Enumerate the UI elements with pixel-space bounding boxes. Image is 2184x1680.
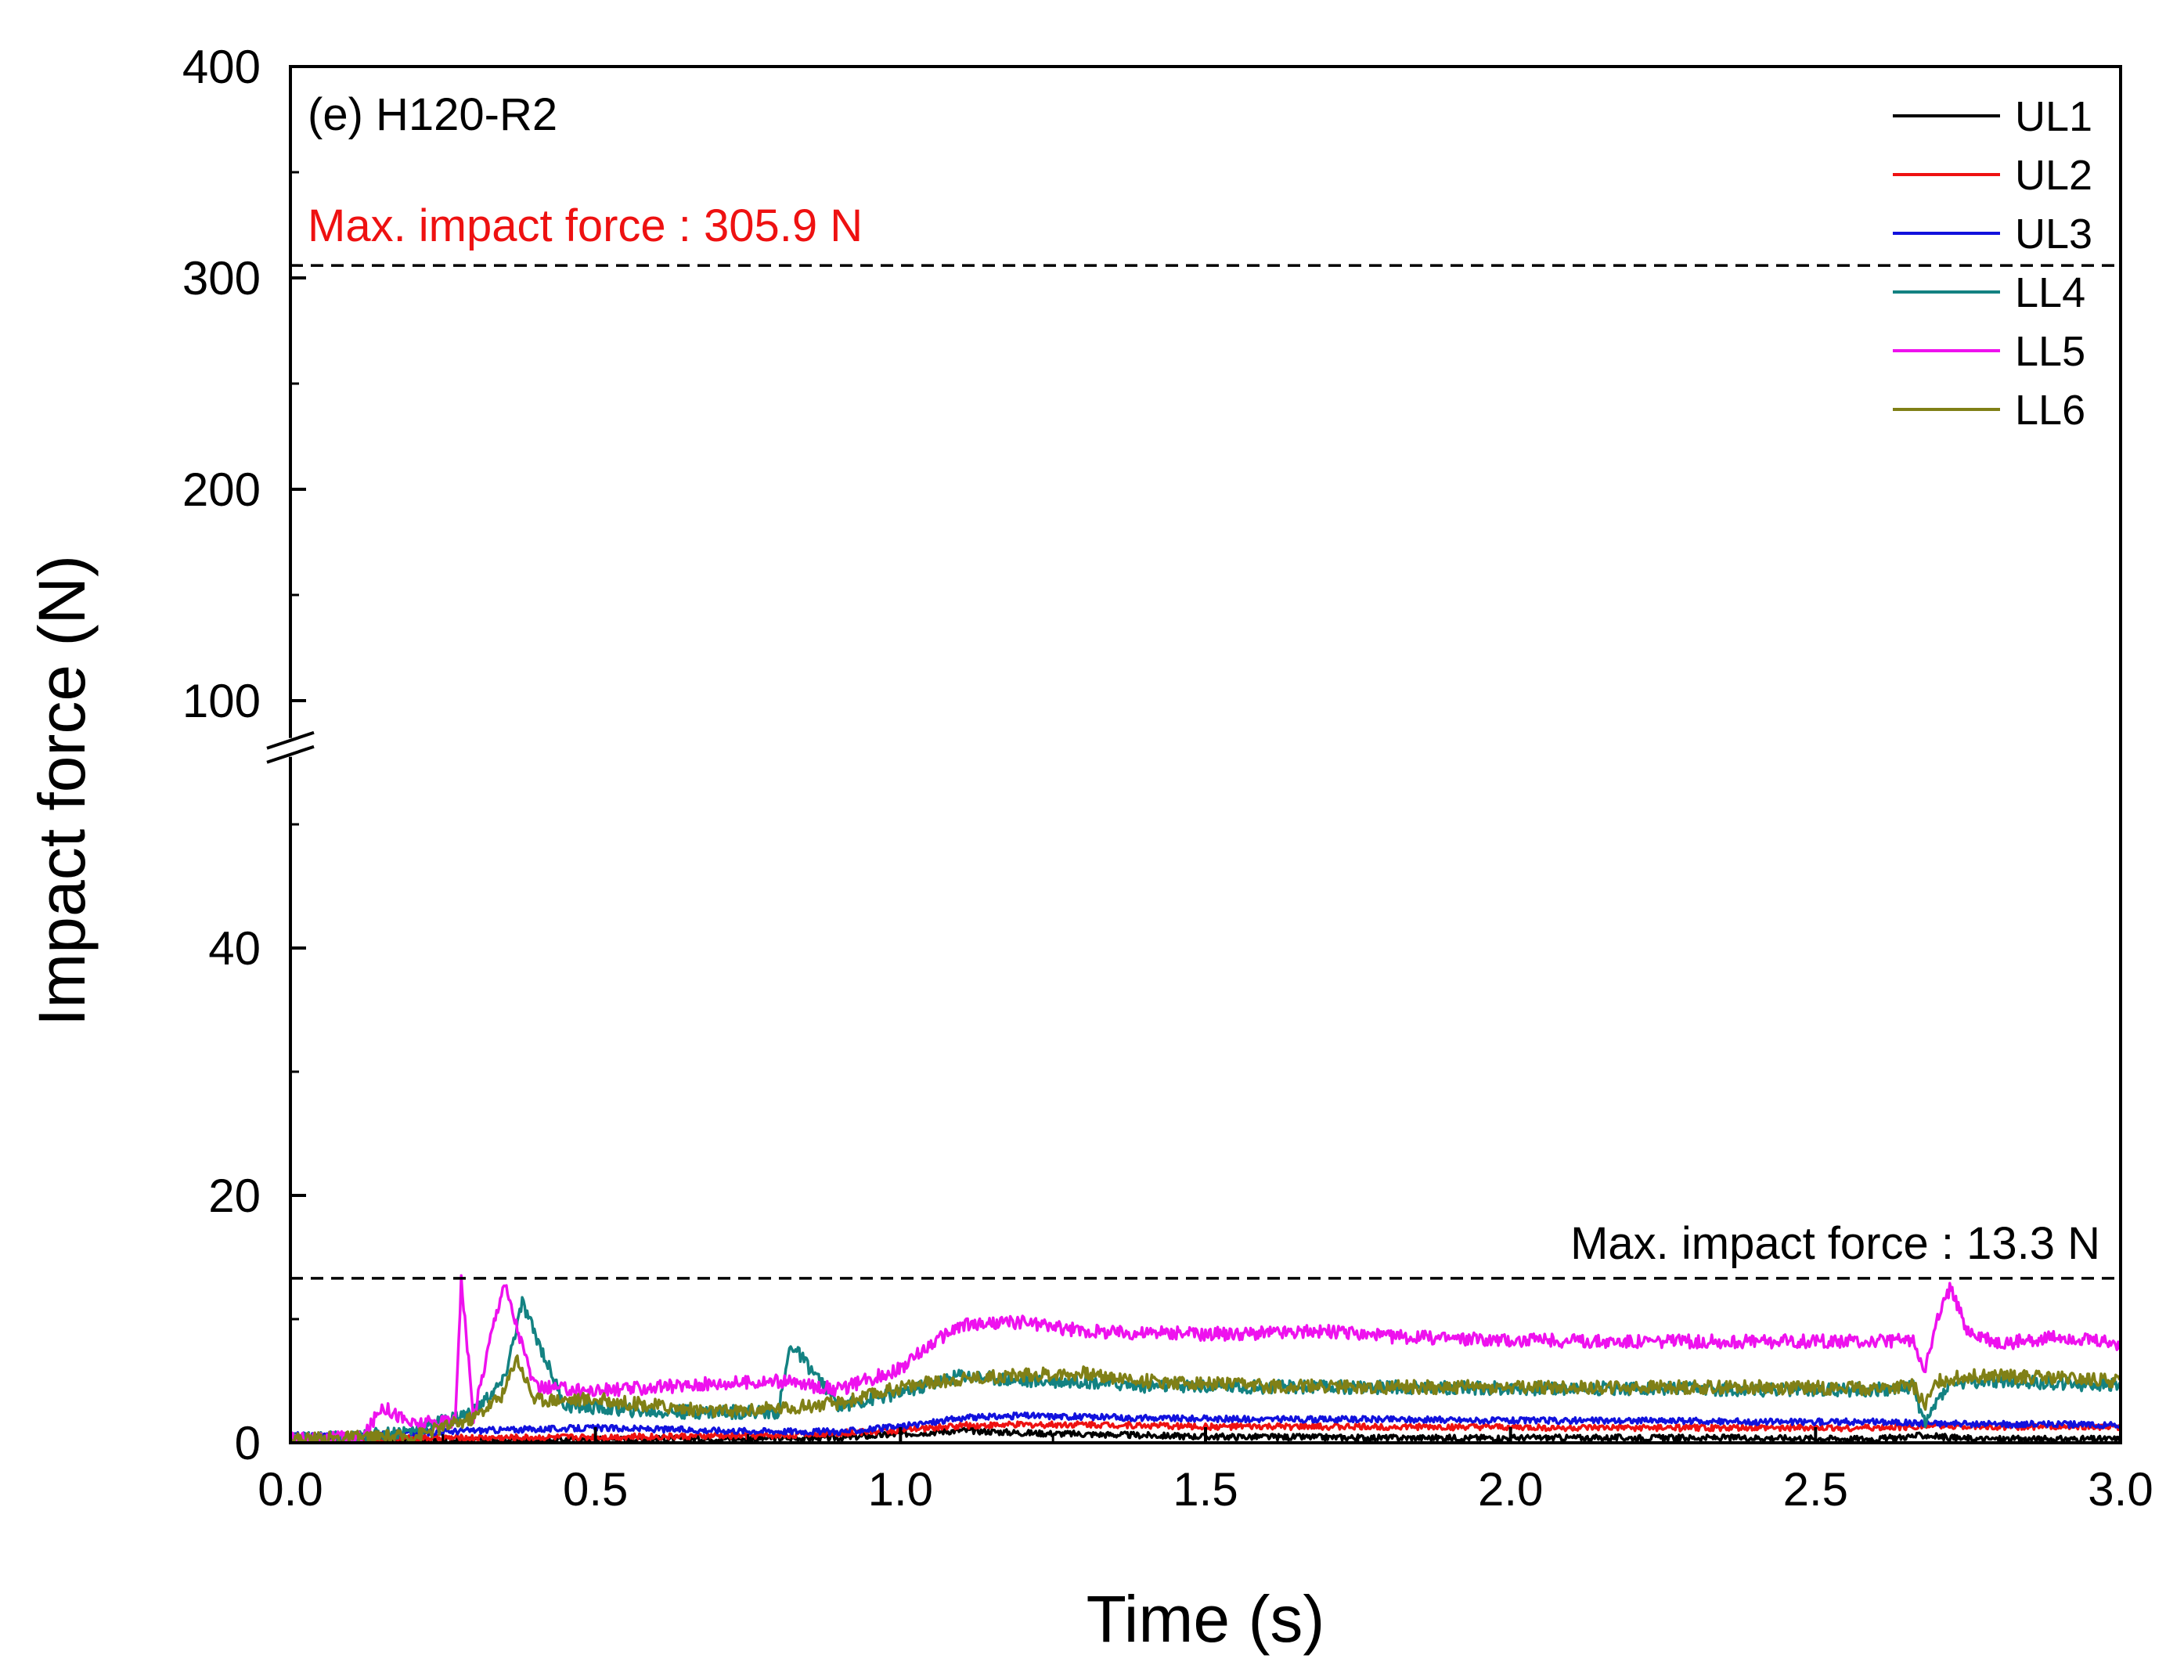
axis-break-mark [266,744,315,764]
legend-label-ul3: UL3 [2015,211,2092,258]
panel-label: (e) H120-R2 [308,89,557,140]
legend-label-ll4: LL4 [2015,269,2085,316]
legend-label-ul1: UL1 [2015,93,2092,140]
series-line-ul3 [290,1411,2121,1441]
x-tick-label: 2.5 [1783,1463,1848,1516]
annotation-max-lower: Max. impact force : 13.3 N [1570,1218,2100,1269]
series-line-ll5 [290,1274,2121,1443]
x-tick-label: 3.0 [2088,1463,2153,1516]
y-tick-label: 300 [182,252,261,305]
x-tick-label: 1.0 [868,1463,933,1516]
y-tick-label: 200 [182,463,261,516]
y-tick-label: 20 [208,1170,261,1222]
x-axis-title: Time (s) [1087,1582,1325,1656]
y-tick-label: 400 [182,41,261,93]
axis-break-mark [266,730,315,750]
y-axis-title: Impact force (N) [25,555,99,1026]
y-tick-label: 0 [235,1417,261,1469]
legend: UL1 UL2 UL3 LL4 LL5 LL6 [1893,93,2092,434]
annotation-max-upper: Max. impact force : 305.9 N [308,200,863,251]
x-tick-label: 1.5 [1173,1463,1238,1516]
legend-label-ll5: LL5 [2015,328,2085,375]
x-tick-label: 0.0 [258,1463,323,1516]
x-tick-label: 0.5 [563,1463,628,1516]
legend-label-ul2: UL2 [2015,152,2092,199]
y-tick-label: 40 [208,922,261,975]
y-tick-label: 100 [182,675,261,727]
legend-label-ll6: LL6 [2015,387,2085,434]
series-line-ll6 [290,1354,2121,1443]
x-tick-label: 2.0 [1478,1463,1543,1516]
